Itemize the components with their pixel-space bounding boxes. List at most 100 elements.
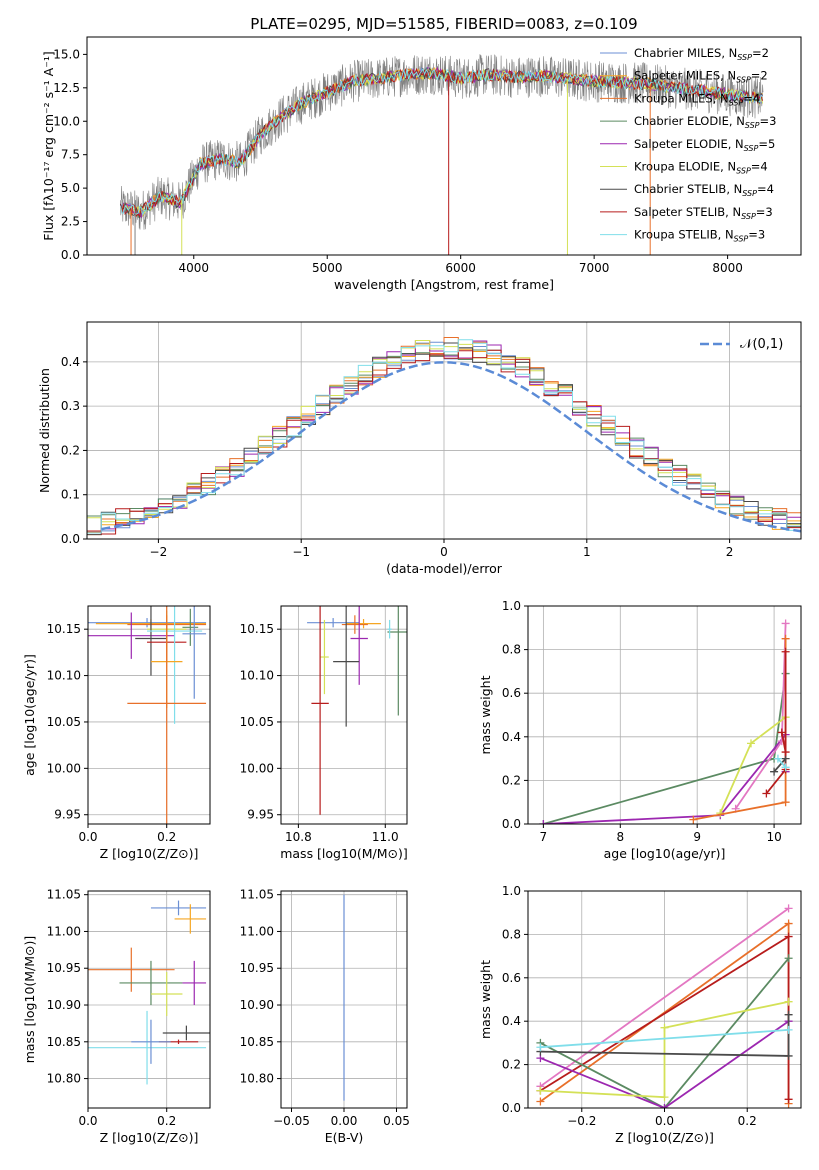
legend-subscript: SSP — [734, 235, 749, 244]
error-point — [131, 1019, 171, 1064]
legend-n-symbol: N — [735, 137, 744, 151]
y-tick-label: 10.95 — [240, 961, 274, 975]
legend-entry: Salpeter MILES, NSSP=2 — [634, 69, 768, 85]
x-tick-label: 6000 — [445, 261, 476, 275]
x-tick-label: 0.0 — [78, 830, 97, 844]
weight-marker — [777, 737, 786, 746]
error-point — [182, 608, 199, 646]
y-tick-label: 10.80 — [47, 1072, 81, 1086]
y-axis-label: age [log10(age/yr)] — [22, 654, 37, 776]
y-tick-label: 11.05 — [240, 888, 274, 902]
x-tick-label: 4000 — [178, 261, 209, 275]
legend-count: =3 — [760, 114, 777, 128]
y-tick-label: 0.4 — [61, 355, 80, 369]
weight-marker — [770, 767, 779, 776]
x-tick-label: 1 — [583, 545, 591, 559]
y-tick-label: 0.0 — [502, 817, 521, 831]
weight-marker — [689, 815, 698, 824]
residual-histogram-7 — [87, 349, 801, 535]
plot-area — [281, 891, 407, 1108]
error-point — [127, 606, 207, 824]
weight-marker — [781, 748, 790, 757]
legend-entry: Kroupa STELIB, NSSP=3 — [634, 228, 765, 244]
y-tick-label: 0.0 — [502, 1101, 521, 1115]
weight-marker — [539, 820, 548, 824]
legend-count: =4 — [743, 91, 760, 105]
error-point — [88, 618, 207, 628]
y-axis-label: Normed distribution — [37, 368, 52, 493]
y-tick-label: 1.0 — [502, 599, 521, 613]
panel-age_vs_Z: 0.0 0.2 9.95 10.00 10.05 10.10 10.15 Z [log10(Z… — [22, 605, 211, 861]
plot-area — [119, 54, 764, 255]
legend-n-symbol: N — [725, 228, 734, 242]
y-tick-label: 9.95 — [54, 808, 81, 822]
error-point — [387, 619, 392, 639]
x-tick-label: 10 — [766, 830, 781, 844]
error-point — [88, 612, 175, 659]
x-axis-label: Z [log10(Z/Z⊙)] — [100, 846, 199, 861]
legend-n-symbol: N — [732, 205, 741, 219]
y-tick-label: 10.0 — [53, 114, 80, 128]
y-tick-label: 11.00 — [240, 924, 274, 938]
legend-n-symbol: N — [734, 182, 743, 196]
weight-marker — [784, 997, 793, 1006]
y-tick-label: 10.05 — [47, 715, 81, 729]
weight-marker — [781, 798, 790, 807]
weight-line-3 — [539, 957, 790, 1108]
plot-area — [528, 891, 801, 1108]
axes-frame — [527, 605, 802, 825]
model-spectrum-7 — [119, 67, 764, 218]
legend-n-symbol: N — [736, 114, 745, 128]
legend-entry: Salpeter ELODIE, NSSP=5 — [634, 137, 775, 153]
y-tick-label: 2.5 — [61, 215, 80, 229]
legend-count: =2 — [751, 69, 768, 83]
y-tick-label: 10.15 — [47, 622, 81, 636]
y-tick-label: 0.6 — [502, 971, 521, 985]
x-axis-label: wavelength [Angstrom, rest frame] — [334, 277, 554, 292]
weight-line-8 — [780, 732, 787, 753]
y-tick-label: 0.1 — [61, 488, 80, 502]
x-tick-label: −0.2 — [567, 1114, 596, 1128]
weight-marker — [762, 789, 771, 798]
y-tick-label: 0.2 — [502, 1058, 521, 1072]
y-tick-label: 10.90 — [47, 998, 81, 1012]
y-tick-label: 0.8 — [502, 927, 521, 941]
axes-frame — [280, 605, 408, 825]
x-tick-label: 0.2 — [157, 1114, 176, 1128]
y-tick-label: 10.10 — [47, 669, 81, 683]
legend-n-symbol: N — [720, 91, 729, 105]
weight-line-7 — [540, 1029, 789, 1049]
y-tick-label: 10.15 — [240, 622, 274, 636]
gaussian-curve — [101, 361, 801, 533]
plot-area — [88, 891, 210, 1108]
error-point — [135, 606, 167, 676]
panel-mass_vs_Z: 0.0 0.2 10.80 10.85 10.90 10.95 11.00 11.05 Z [l… — [22, 888, 211, 1145]
weight-marker — [777, 728, 786, 737]
legend-n-symbol: N — [727, 160, 736, 174]
legend-subscript: SSP — [742, 189, 757, 198]
weight-marker — [781, 647, 790, 656]
error-point — [119, 960, 183, 1006]
legend-count: =4 — [757, 182, 774, 196]
legend-entry: Kroupa ELODIE, NSSP=4 — [634, 160, 768, 176]
y-axis-label: mass weight — [478, 675, 493, 754]
weight-marker — [660, 1023, 669, 1032]
y-tick-label: 10.90 — [240, 998, 274, 1012]
x-tick-label: 7 — [540, 830, 548, 844]
y-axis-label: mass weight — [478, 960, 493, 1039]
axes-frame — [86, 36, 802, 256]
x-tick-label: 0.00 — [331, 1114, 358, 1128]
y-tick-label: 0.3 — [61, 399, 80, 413]
y-tick-label: 10.00 — [240, 761, 274, 775]
weight-marker — [536, 1043, 545, 1052]
axes-frame — [87, 890, 211, 1109]
error-point — [88, 947, 175, 992]
weight-line-2 — [734, 623, 787, 810]
legend-count: =3 — [756, 205, 773, 219]
x-tick-label: 11.0 — [372, 830, 399, 844]
y-tick-label: 0.6 — [502, 686, 521, 700]
panel-spectrum: Chabrier MILES, NSSP=2 Salpeter MILES, NS… — [41, 36, 802, 292]
legend-subscript: SSP — [737, 53, 752, 62]
legend: Chabrier MILES, NSSP=2 Salpeter MILES, NS… — [600, 46, 776, 244]
legend-subscript: SSP — [736, 167, 751, 176]
